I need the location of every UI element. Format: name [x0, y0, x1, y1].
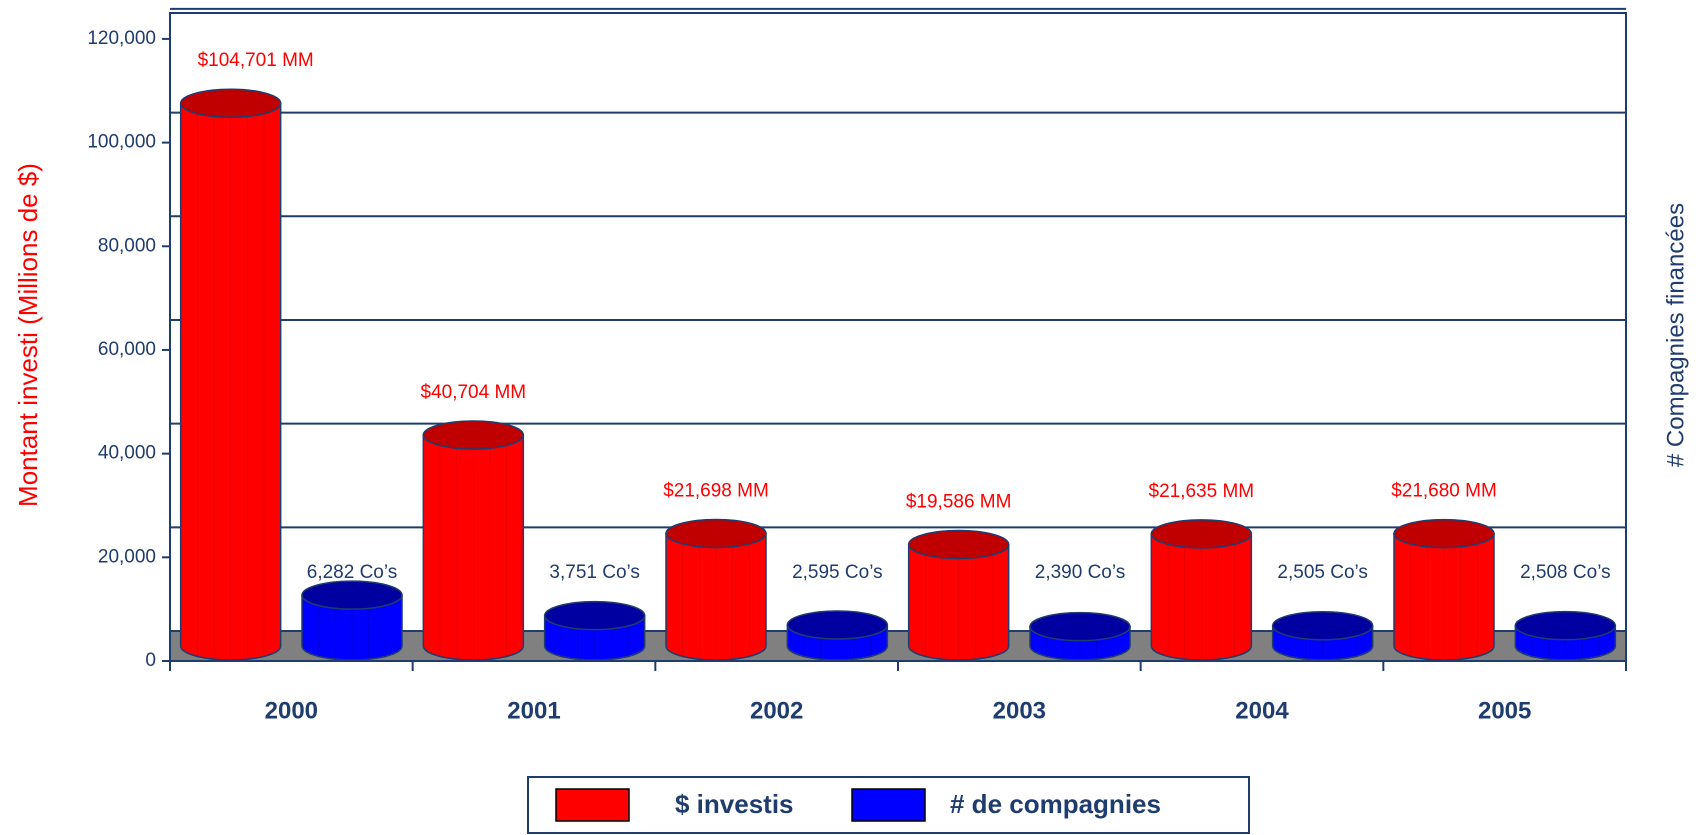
data-label: 3,751 Co’s — [549, 562, 640, 583]
bar-top — [301, 580, 403, 610]
x-tick-label: 2004 — [1235, 697, 1289, 724]
bar-top — [786, 610, 889, 640]
y-tick-label: 100,000 — [87, 132, 156, 153]
data-label: 6,282 Co’s — [307, 562, 398, 583]
bar-top — [179, 88, 282, 118]
bar-body — [1393, 532, 1495, 661]
x-tick-label: 2001 — [507, 697, 560, 724]
bar — [786, 610, 889, 661]
y-tick-label: 80,000 — [98, 235, 156, 256]
bar-top — [543, 600, 646, 631]
bar — [179, 88, 282, 661]
legend-swatch — [851, 788, 926, 822]
y-tick-label: 120,000 — [87, 28, 156, 49]
bar — [665, 518, 767, 661]
data-label: $21,635 MM — [1149, 481, 1255, 502]
bar-body — [1150, 533, 1253, 661]
y2-axis-label: # Compagnies financées — [1662, 203, 1689, 467]
bar — [543, 600, 646, 661]
y-axis-label: Montant investi (Millions de $) — [13, 163, 43, 507]
data-label: 2,390 Co’s — [1035, 562, 1126, 583]
x-tick-label: 2005 — [1478, 697, 1531, 724]
y-tick-label: 0 — [145, 650, 156, 671]
bar — [1514, 610, 1617, 661]
x-tick-label: 2003 — [993, 697, 1046, 724]
x-tick-label: 2002 — [750, 697, 803, 724]
bar — [422, 420, 525, 661]
y-tick-label: 20,000 — [98, 546, 156, 567]
data-label: $19,586 MM — [906, 491, 1012, 512]
bar — [1271, 610, 1374, 661]
data-label: 2,505 Co’s — [1277, 562, 1368, 583]
bar-body — [301, 594, 403, 661]
bar — [907, 529, 1010, 661]
bar-top — [1271, 610, 1374, 641]
data-label: $21,698 MM — [663, 481, 769, 502]
bar-top — [1029, 611, 1131, 642]
data-label: $21,680 MM — [1391, 481, 1497, 502]
data-label: $104,701 MM — [198, 50, 314, 71]
bar-body — [665, 532, 767, 661]
bar-top — [907, 529, 1010, 560]
bar — [1029, 611, 1131, 661]
bar-top — [665, 518, 767, 549]
data-label: $40,704 MM — [421, 382, 527, 403]
bar — [1393, 518, 1495, 661]
y-tick-label: 60,000 — [98, 339, 156, 360]
bar-body — [179, 102, 282, 661]
bar — [1150, 519, 1253, 661]
legend-label: # de compagnies — [950, 789, 1161, 819]
legend-label: $ investis — [675, 789, 794, 819]
data-label: 2,508 Co’s — [1520, 562, 1611, 583]
bar-top — [1393, 518, 1495, 549]
bar-top — [1514, 610, 1617, 641]
bar — [301, 580, 403, 661]
x-tick-label: 2000 — [265, 697, 318, 724]
legend-swatch — [555, 788, 630, 822]
bar-body — [907, 543, 1010, 661]
bar-body — [422, 434, 525, 661]
bar-top — [1150, 519, 1253, 549]
data-label: 2,595 Co’s — [792, 562, 883, 583]
y-tick-label: 40,000 — [98, 443, 156, 464]
bar-top — [422, 420, 525, 450]
